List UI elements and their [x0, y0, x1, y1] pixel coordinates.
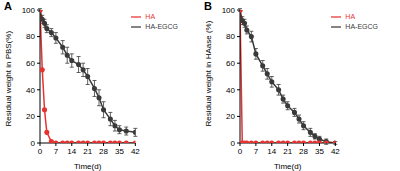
svg-text:35: 35 — [315, 147, 324, 156]
svg-text:7: 7 — [254, 147, 259, 156]
svg-text:Residual weight in HAase (%): Residual weight in HAase (%) — [204, 20, 213, 126]
svg-text:7: 7 — [54, 147, 59, 156]
html-text:HA: HA — [345, 13, 356, 20]
svg-text:21: 21 — [83, 147, 92, 156]
svg-text:80: 80 — [26, 32, 35, 41]
svg-text:100: 100 — [22, 6, 36, 15]
svg-text:20: 20 — [226, 112, 235, 121]
svg-text:Residual weight in PBS(%): Residual weight in PBS(%) — [8, 31, 13, 127]
svg-text:0: 0 — [38, 147, 43, 156]
svg-text:Time(d): Time(d) — [274, 162, 302, 171]
svg-text:40: 40 — [226, 86, 235, 95]
svg-text:Time(d): Time(d) — [74, 162, 102, 171]
svg-text:40: 40 — [26, 86, 35, 95]
svg-text:14: 14 — [67, 147, 76, 156]
svg-text:0: 0 — [231, 139, 236, 148]
svg-text:60: 60 — [226, 59, 235, 68]
svg-text:28: 28 — [299, 147, 308, 156]
svg-text:14: 14 — [267, 147, 276, 156]
html-text:A: A — [4, 0, 12, 12]
svg-text:60: 60 — [26, 59, 35, 68]
html-text:HA-EGCG: HA-EGCG — [145, 23, 178, 31]
svg-text:100: 100 — [222, 6, 236, 15]
svg-text:21: 21 — [283, 147, 292, 156]
html-text:HA: HA — [145, 13, 156, 20]
svg-text:35: 35 — [115, 147, 124, 156]
svg-text:28: 28 — [99, 147, 108, 156]
svg-text:0: 0 — [31, 139, 36, 148]
svg-text:42: 42 — [131, 147, 140, 156]
html-text:B: B — [204, 0, 212, 12]
svg-text:80: 80 — [226, 32, 235, 41]
svg-text:42: 42 — [331, 147, 340, 156]
svg-text:0: 0 — [238, 147, 243, 156]
html-text:HA-EGCG: HA-EGCG — [345, 23, 378, 31]
svg-text:20: 20 — [26, 112, 35, 121]
